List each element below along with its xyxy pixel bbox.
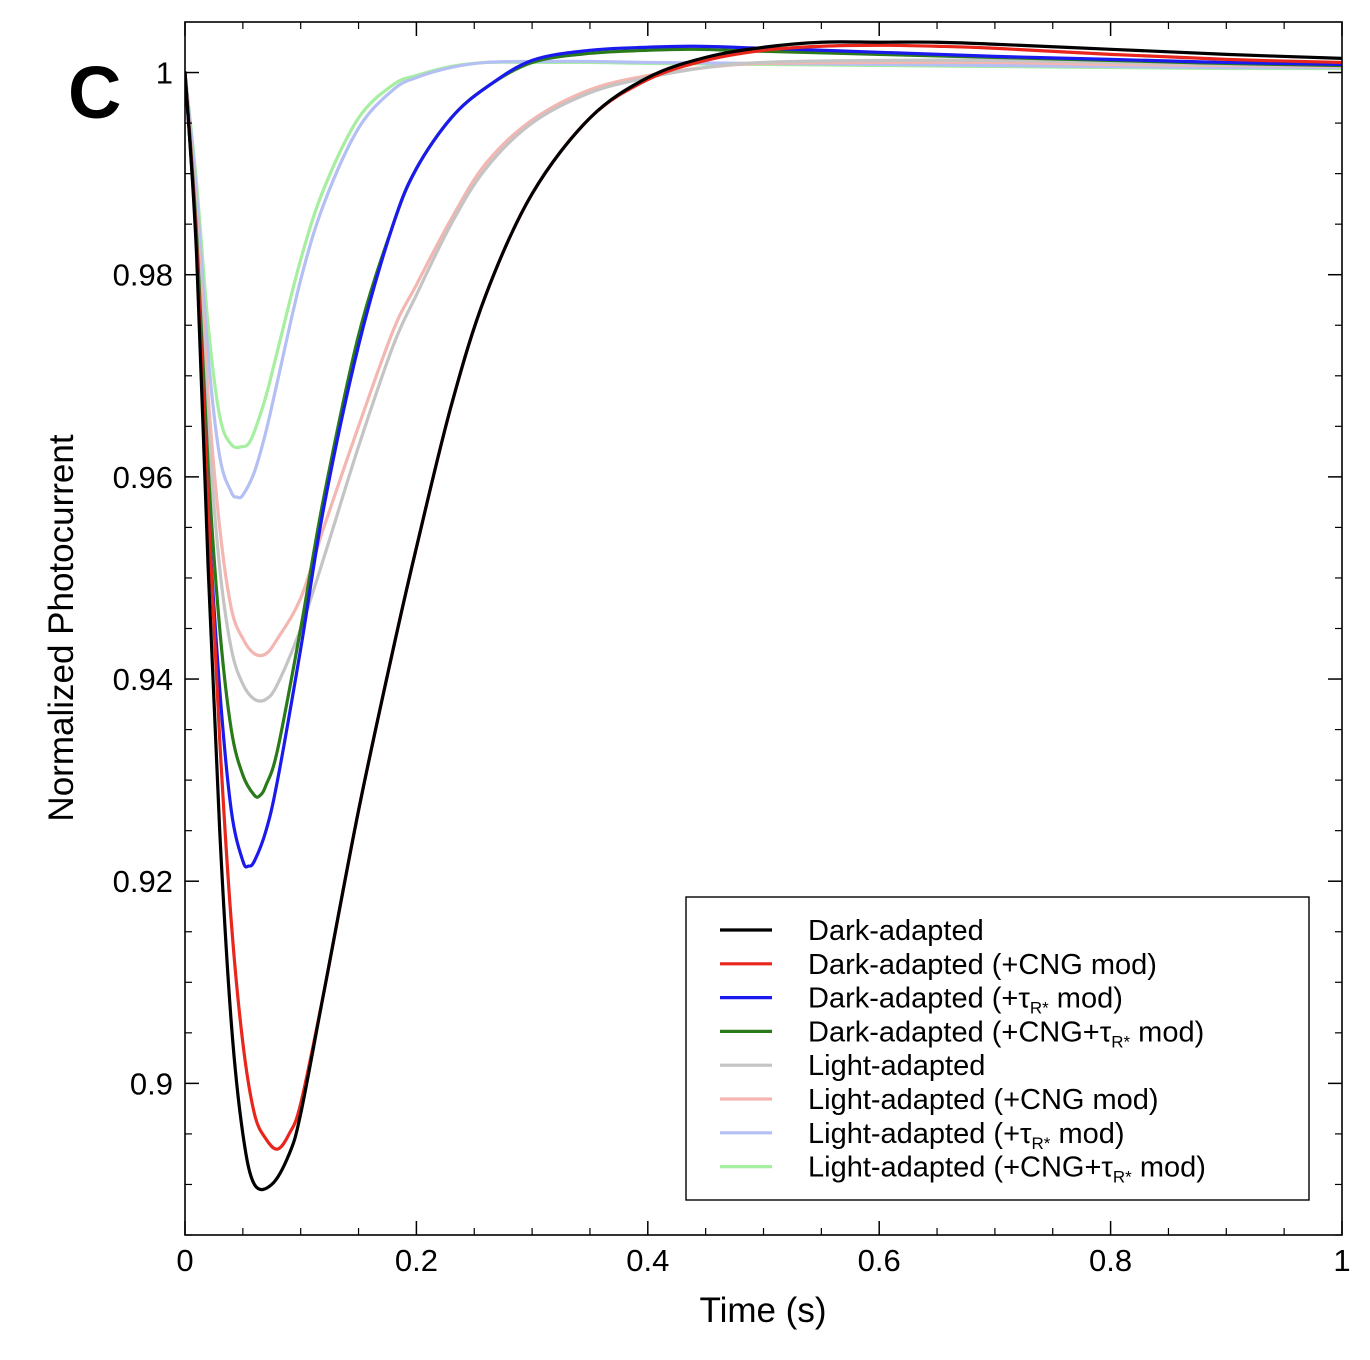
legend-entry-label: Light-adapted (+τR* mod): [808, 1118, 1125, 1153]
x-tick-label: 0.4: [626, 1243, 669, 1278]
legend-entry-label: Dark-adapted (+τR* mod): [808, 983, 1123, 1018]
series-line: [185, 58, 1342, 703]
legend-entry-label: Dark-adapted (+CNG+τR* mod): [808, 1016, 1204, 1051]
series-line: [185, 40, 1342, 1192]
y-axis-label: Normalized Photocurrent: [42, 434, 81, 821]
legend-entry-label: Light-adapted: [808, 1050, 985, 1082]
series-line: [185, 47, 1342, 799]
y-tick-label: 1: [156, 56, 173, 91]
legend-entry-label: Light-adapted (+CNG+τR* mod): [808, 1152, 1206, 1187]
series-line: [185, 59, 1342, 500]
series-line: [185, 60, 1342, 658]
x-axis-label: Time (s): [699, 1291, 826, 1330]
x-axis: 0 0.2 0.4 0.6 0.8 1: [176, 22, 1351, 1278]
x-tick-label: 0.2: [395, 1243, 438, 1278]
series-layer: [185, 40, 1342, 1192]
panel-label: C: [68, 51, 121, 134]
series-line: [185, 44, 1342, 869]
legend-entry-label: Dark-adapted: [808, 915, 984, 947]
x-tick-label: 0.8: [1089, 1243, 1132, 1278]
y-axis: 0.9 0.92 0.94 0.96 0.98 1: [113, 56, 1342, 1236]
x-tick-label: 1: [1333, 1243, 1350, 1278]
x-tick-label: 0: [176, 1243, 193, 1278]
legend-box: [685, 896, 1310, 1201]
y-tick-label: 0.9: [130, 1066, 173, 1101]
legend-entry-label: Light-adapted (+CNG mod): [808, 1084, 1159, 1116]
y-tick-label: 0.92: [113, 864, 173, 899]
y-tick-label: 0.98: [113, 258, 173, 293]
y-tick-label: 0.94: [113, 662, 173, 697]
x-tick-label: 0.6: [858, 1243, 901, 1278]
y-tick-label: 0.96: [113, 460, 173, 495]
legend-entry-label: Dark-adapted (+CNG mod): [808, 949, 1157, 981]
